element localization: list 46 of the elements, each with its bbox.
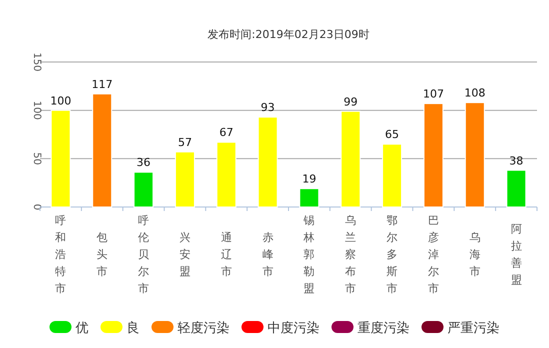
bar — [216, 142, 236, 208]
data-label: 99 — [344, 95, 358, 108]
x-tick-label: 包头市 — [96, 231, 108, 278]
bar — [299, 188, 320, 208]
data-label: 93 — [260, 101, 275, 114]
x-tick-label: 通辽市 — [220, 231, 232, 278]
x-tick-label: 乌兰察布市 — [345, 214, 356, 295]
bar — [174, 151, 195, 208]
x-tick-label: 乌海市 — [469, 231, 480, 278]
x-tick-label: 兴安盟 — [179, 231, 190, 278]
bar — [382, 144, 402, 208]
data-label: 100 — [50, 94, 72, 108]
bar — [464, 102, 485, 208]
data-label: 38 — [509, 154, 524, 168]
y-tick-label: 50 — [31, 152, 42, 166]
legend-label: 良 — [126, 321, 140, 336]
x-tick-label: 呼和浩特市 — [55, 214, 66, 295]
bar — [423, 103, 444, 208]
y-tick-label: 100 — [31, 100, 42, 120]
bar — [258, 116, 278, 208]
data-label: 117 — [92, 78, 113, 91]
data-label: 67 — [219, 126, 234, 140]
x-tick-label: 阿拉善盟 — [510, 222, 522, 286]
legend-label: 优 — [76, 321, 88, 336]
legend-label: 重度污染 — [358, 320, 410, 336]
bar — [134, 172, 154, 208]
x-tick-label: 巴彦淖尔市 — [428, 214, 439, 295]
x-tick-label: 呼伦贝尔市 — [138, 214, 150, 295]
x-tick-label: 鄂尔多斯市 — [386, 214, 398, 295]
data-label: 36 — [136, 156, 151, 170]
legend-label: 轻度污染 — [178, 320, 230, 336]
legend-label: 中度污染 — [268, 320, 320, 336]
data-label: 108 — [464, 86, 486, 100]
x-tick-label: 锡林郭勒盟 — [302, 214, 315, 295]
data-label: 65 — [385, 128, 400, 142]
bar — [340, 110, 361, 208]
data-label: 57 — [178, 136, 192, 149]
y-tick-label: 150 — [31, 52, 42, 72]
bar — [92, 93, 112, 208]
bar — [50, 110, 71, 208]
data-label: 19 — [302, 172, 316, 186]
bar — [506, 170, 526, 208]
legend-label: 严重污染 — [448, 321, 500, 336]
data-label: 107 — [422, 88, 444, 101]
x-tick-label: 赤峰市 — [262, 231, 274, 278]
chart-title: 发布时间:2019年02月23日09时 — [208, 28, 370, 41]
